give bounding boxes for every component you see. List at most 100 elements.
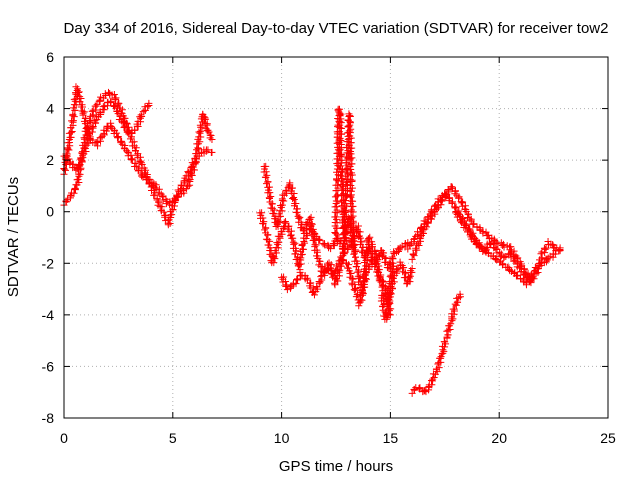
data-point [75, 161, 83, 169]
data-point [77, 95, 85, 103]
data-point [342, 153, 350, 161]
data-point [205, 128, 213, 136]
data-point [423, 223, 431, 231]
series-track-i [452, 208, 538, 289]
data-point [423, 219, 431, 227]
data-point [346, 119, 354, 127]
data-point [316, 236, 324, 244]
data-point [133, 120, 141, 128]
data-point [456, 217, 464, 225]
data-point [302, 220, 310, 228]
data-point [188, 171, 196, 179]
data-point [530, 275, 538, 283]
data-point [71, 185, 79, 193]
data-point [138, 172, 146, 180]
data-point [192, 158, 200, 166]
data-point [174, 193, 182, 201]
x-tick-label: 25 [600, 430, 616, 446]
data-point [70, 189, 78, 197]
data-point [291, 239, 299, 247]
data-point [336, 111, 344, 119]
data-point [447, 320, 455, 328]
data-point [270, 253, 278, 261]
data-point [351, 246, 359, 254]
data-point [349, 275, 357, 283]
chart-title: Day 334 of 2016, Sidereal Day-to-day VTE… [64, 20, 609, 37]
y-tick-label: -2 [42, 255, 55, 271]
data-point [394, 265, 402, 273]
data-point [262, 180, 270, 188]
data-point [466, 231, 474, 239]
data-point [151, 191, 159, 199]
data-point [192, 150, 200, 158]
series-track-d [256, 209, 412, 274]
data-point [453, 298, 461, 306]
data-point [196, 129, 204, 137]
data-point [313, 283, 321, 291]
data-point [535, 260, 543, 268]
data-point [292, 280, 300, 288]
data-point [336, 121, 344, 129]
data-point [159, 196, 167, 204]
data-point [82, 124, 90, 132]
data-point [384, 294, 392, 302]
data-point [158, 203, 166, 211]
data-point [73, 176, 81, 184]
data-point [405, 274, 413, 282]
data-point [436, 354, 444, 362]
data-point [461, 220, 469, 228]
data-point [100, 106, 108, 114]
data-point [433, 205, 441, 213]
data-point [448, 199, 456, 207]
data-point [350, 224, 358, 232]
data-point [112, 95, 120, 103]
data-point [64, 139, 72, 147]
data-point [379, 297, 387, 305]
data-point [440, 347, 448, 355]
data-point [405, 273, 413, 281]
series-spike-2 [377, 259, 398, 323]
data-point [350, 250, 358, 258]
y-tick-label: -8 [42, 410, 55, 426]
data-point [340, 240, 348, 248]
data-point [296, 213, 304, 221]
data-point [376, 274, 384, 282]
data-point [393, 266, 401, 274]
data-point [537, 250, 545, 258]
data-point [261, 226, 269, 234]
data-point [190, 166, 198, 174]
data-point [72, 83, 80, 91]
data-point [69, 117, 77, 125]
data-point [335, 146, 343, 154]
data-point [332, 229, 340, 237]
data-point [144, 103, 152, 111]
data-point [368, 243, 376, 251]
data-point [507, 243, 515, 251]
data-point [487, 241, 495, 249]
data-point [291, 250, 299, 258]
data-point [356, 228, 364, 236]
data-point [355, 274, 363, 282]
data-point [337, 137, 345, 145]
data-point [169, 205, 177, 213]
data-point [80, 108, 88, 116]
data-point [373, 268, 381, 276]
data-point [353, 268, 361, 276]
data-point [339, 249, 347, 257]
data-point [351, 253, 359, 261]
data-point [387, 271, 395, 279]
data-point [110, 90, 118, 98]
data-point [297, 251, 305, 259]
data-point [145, 179, 153, 187]
data-point [297, 254, 305, 262]
data-point [299, 245, 307, 253]
data-point [292, 208, 300, 216]
data-point [315, 257, 323, 265]
data-point [556, 246, 564, 254]
data-point [416, 235, 424, 243]
data-point [408, 264, 416, 272]
data-point [382, 309, 390, 317]
data-point [293, 276, 301, 284]
data-point [338, 130, 346, 138]
